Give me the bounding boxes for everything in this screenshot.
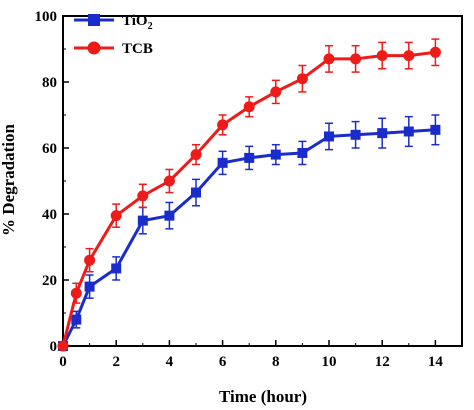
y-tick-label: 0 [50, 339, 58, 355]
x-axis-title: Time (hour) [219, 387, 307, 406]
legend: TiO2 TCB [74, 13, 153, 57]
x-tick-label: 12 [375, 354, 390, 370]
data-point-tcb [323, 53, 335, 65]
x-tick-label: 8 [272, 354, 280, 370]
data-point-tcb [137, 190, 149, 202]
x-tick-label: 4 [166, 354, 174, 370]
plot-border [62, 15, 463, 347]
series-layer [57, 38, 441, 352]
x-tick-label: 10 [322, 354, 337, 370]
data-point-tio2 [350, 129, 361, 140]
y-tick-label: 60 [42, 141, 57, 157]
data-point-tio2 [270, 149, 281, 160]
y-axis-title: % Degradation [0, 124, 18, 236]
data-point-tcb [350, 53, 362, 65]
data-point-tcb [190, 149, 202, 161]
data-point-tio2 [244, 152, 255, 163]
legend-item-tio2: TiO2 [74, 13, 153, 32]
series-line-tio2 [61, 128, 436, 347]
x-tick-label: 2 [112, 354, 120, 370]
y-tick-label: 40 [42, 207, 57, 223]
data-point-tio2 [111, 263, 122, 274]
data-point-tcb [403, 50, 415, 62]
data-point-tcb [217, 119, 229, 131]
data-point-tio2 [403, 126, 414, 137]
data-point-tcb [429, 46, 441, 58]
data-point-tcb [163, 175, 175, 187]
x-tick-label: 14 [428, 354, 444, 370]
y-axis-ticks: 0 20 40 60 80 100 [35, 9, 69, 355]
series-line-tcb [61, 50, 436, 347]
legend-label-tio2: TiO2 [122, 13, 153, 32]
legend-marker-tio2 [88, 14, 100, 26]
data-point-tio2 [137, 215, 148, 226]
data-point-tcb [57, 340, 69, 352]
data-point-tcb [376, 50, 388, 62]
data-point-tio2 [84, 281, 95, 292]
data-point-tcb [84, 254, 96, 266]
legend-marker-tcb [87, 41, 101, 55]
y-tick-label: 100 [35, 9, 58, 25]
data-point-tcb [110, 210, 122, 222]
x-tick-label: 6 [219, 354, 227, 370]
data-point-tio2 [377, 128, 388, 139]
y-tick-label: 20 [42, 273, 57, 289]
series-tio2 [58, 114, 441, 351]
data-point-tcb [70, 287, 82, 299]
data-point-tio2 [324, 131, 334, 142]
data-point-tio2 [164, 210, 175, 221]
data-point-tcb [296, 73, 308, 85]
y-tick-label: 80 [42, 75, 57, 91]
data-point-tcb [243, 101, 255, 113]
data-point-tio2 [217, 157, 228, 168]
data-point-tcb [270, 86, 282, 98]
legend-item-tcb: TCB [74, 41, 153, 57]
data-point-tio2 [191, 187, 201, 198]
data-point-tio2 [71, 314, 82, 325]
data-point-tio2 [430, 124, 441, 135]
x-tick-label: 0 [59, 354, 67, 370]
legend-label-tcb: TCB [122, 41, 153, 57]
x-axis-ticks: 0 2 4 6 8 10 12 14 [59, 340, 443, 370]
series-tcb [57, 38, 441, 352]
plot-frame [62, 15, 463, 347]
data-point-tio2 [297, 147, 308, 158]
